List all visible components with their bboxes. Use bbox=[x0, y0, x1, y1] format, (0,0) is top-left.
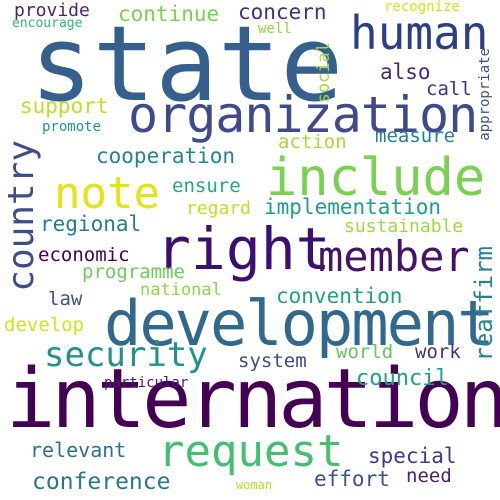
word-support: support bbox=[20, 94, 109, 118]
word-particular: particular bbox=[104, 375, 189, 391]
word-human: human bbox=[350, 6, 489, 60]
word-right: right bbox=[156, 215, 331, 283]
word-organization: organization bbox=[128, 86, 478, 144]
word-sustainable: sustainable bbox=[344, 216, 464, 237]
word-ensure: ensure bbox=[172, 175, 241, 197]
word-state: state bbox=[30, 3, 344, 125]
word-continue: continue bbox=[118, 2, 220, 26]
word-work: work bbox=[415, 341, 461, 363]
word-programme: programme bbox=[82, 261, 185, 283]
word-provide: provide bbox=[14, 0, 90, 21]
word-national: national bbox=[140, 280, 222, 300]
word-include: include bbox=[266, 148, 486, 208]
word-social: social bbox=[314, 42, 334, 104]
word-also: also bbox=[380, 60, 431, 84]
word-reaffirm: reaffirm bbox=[470, 246, 498, 362]
word-system: system bbox=[238, 350, 307, 372]
word-encourage: encourage bbox=[12, 16, 83, 31]
word-international: international bbox=[6, 352, 500, 447]
word-law: law bbox=[48, 288, 83, 310]
word-promote: promote bbox=[42, 119, 102, 135]
word-need: need bbox=[406, 465, 452, 487]
word-regard: regard bbox=[186, 198, 252, 219]
word-council: council bbox=[356, 366, 449, 391]
word-cooperation: cooperation bbox=[96, 144, 236, 168]
word-develop: develop bbox=[4, 314, 85, 336]
word-concern: concern bbox=[238, 0, 327, 24]
word-note: note bbox=[54, 168, 160, 219]
word-woman: woman bbox=[236, 478, 273, 492]
word-relevant: relevant bbox=[30, 438, 127, 462]
word-effort: effort bbox=[314, 467, 390, 491]
word-country: country bbox=[1, 140, 42, 292]
word-recognize: recognize bbox=[384, 0, 460, 15]
word-convention: convention bbox=[276, 284, 403, 308]
word-call: call bbox=[426, 78, 472, 100]
word-measure: measure bbox=[375, 125, 456, 147]
word-development: development bbox=[104, 287, 495, 360]
word-security: security bbox=[44, 335, 208, 375]
word-economic: economic bbox=[38, 244, 130, 266]
word-appropriate: appropriate bbox=[477, 48, 493, 141]
word-request: request bbox=[158, 426, 344, 477]
word-special: special bbox=[368, 444, 457, 468]
word-world: world bbox=[336, 341, 394, 363]
word-well: well bbox=[258, 21, 292, 37]
word-action: action bbox=[278, 131, 347, 153]
word-member: member bbox=[318, 232, 470, 281]
word-regional: regional bbox=[40, 212, 142, 236]
word-conference: conference bbox=[32, 469, 171, 495]
word-implementation: implementation bbox=[264, 195, 442, 219]
